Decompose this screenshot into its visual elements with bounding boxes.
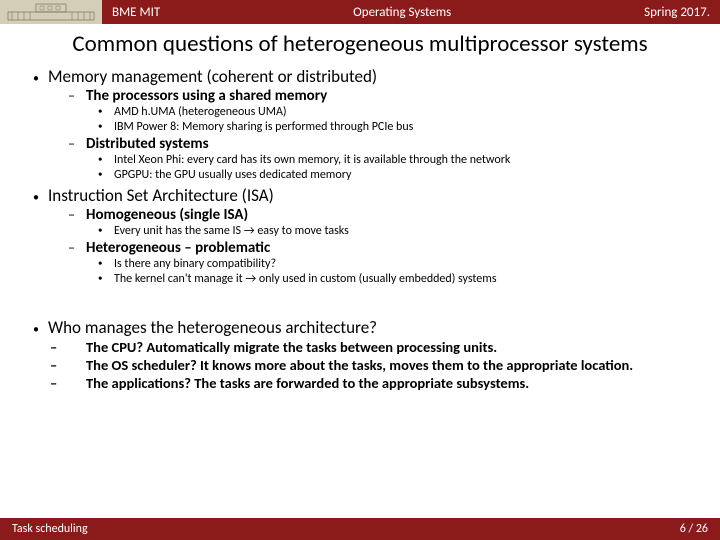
item-scheduler: The OS scheduler? It knows more about th… [86, 356, 696, 374]
sub-distributed-text: Distributed systems [86, 135, 209, 153]
bullet-memory-text: Memory management (coherent or distribut… [48, 66, 377, 87]
sub-shared-text: The processors using a shared memory [86, 87, 327, 105]
item-applications-text: The applications? The tasks are forwarde… [86, 374, 529, 392]
footer-topic: Task scheduling [12, 522, 680, 536]
slide-footer: Task scheduling 6 / 26 [0, 518, 720, 540]
item-amd: AMD h.UMA (heterogeneous UMA) [98, 105, 696, 120]
header-course: Operating Systems [160, 5, 644, 20]
item-xeon: Intel Xeon Phi: every card has its own m… [98, 153, 696, 168]
bullet-manages: Who manages the heterogeneous architectu… [24, 317, 696, 392]
item-kernel: The kernel can't manage it → only used i… [98, 272, 696, 287]
footer-page: 6 / 26 [680, 522, 708, 536]
item-cpu-text: The CPU? Automatically migrate the tasks… [86, 338, 497, 356]
slide-title: Common questions of heterogeneous multip… [0, 30, 720, 58]
university-logo [0, 0, 102, 24]
sub-distributed: Distributed systems Intel Xeon Phi: ever… [68, 135, 696, 183]
sub-homogeneous-text: Homogeneous (single ISA) [86, 206, 248, 224]
bullet-isa-text: Instruction Set Architecture (ISA) [48, 185, 274, 206]
item-gpgpu: GPGPU: the GPU usually uses dedicated me… [98, 168, 696, 183]
item-applications: The applications? The tasks are forwarde… [86, 374, 696, 392]
item-ibm: IBM Power 8: Memory sharing is performed… [98, 120, 696, 135]
bullet-isa: Instruction Set Architecture (ISA) Homog… [24, 185, 696, 287]
header-org: BME MIT [112, 5, 160, 20]
item-cpu: The CPU? Automatically migrate the tasks… [86, 338, 696, 356]
sub-heterogeneous: Heterogeneous – problematic Is there any… [68, 239, 696, 287]
sub-homogeneous: Homogeneous (single ISA) Every unit has … [68, 206, 696, 239]
bullet-memory: Memory management (coherent or distribut… [24, 66, 696, 183]
sub-shared: The processors using a shared memory AMD… [68, 87, 696, 135]
header-term: Spring 2017. [644, 5, 710, 20]
item-binary-compat: Is there any binary compatibility? [98, 257, 696, 272]
item-same-is: Every unit has the same IS → easy to mov… [98, 224, 696, 239]
sub-heterogeneous-text: Heterogeneous – problematic [86, 239, 270, 257]
bullet-manages-text: Who manages the heterogeneous architectu… [48, 317, 377, 338]
slide-body: Memory management (coherent or distribut… [0, 58, 720, 392]
slide-header: BME MIT Operating Systems Spring 2017. [0, 0, 720, 24]
item-scheduler-text: The OS scheduler? It knows more about th… [86, 356, 633, 374]
